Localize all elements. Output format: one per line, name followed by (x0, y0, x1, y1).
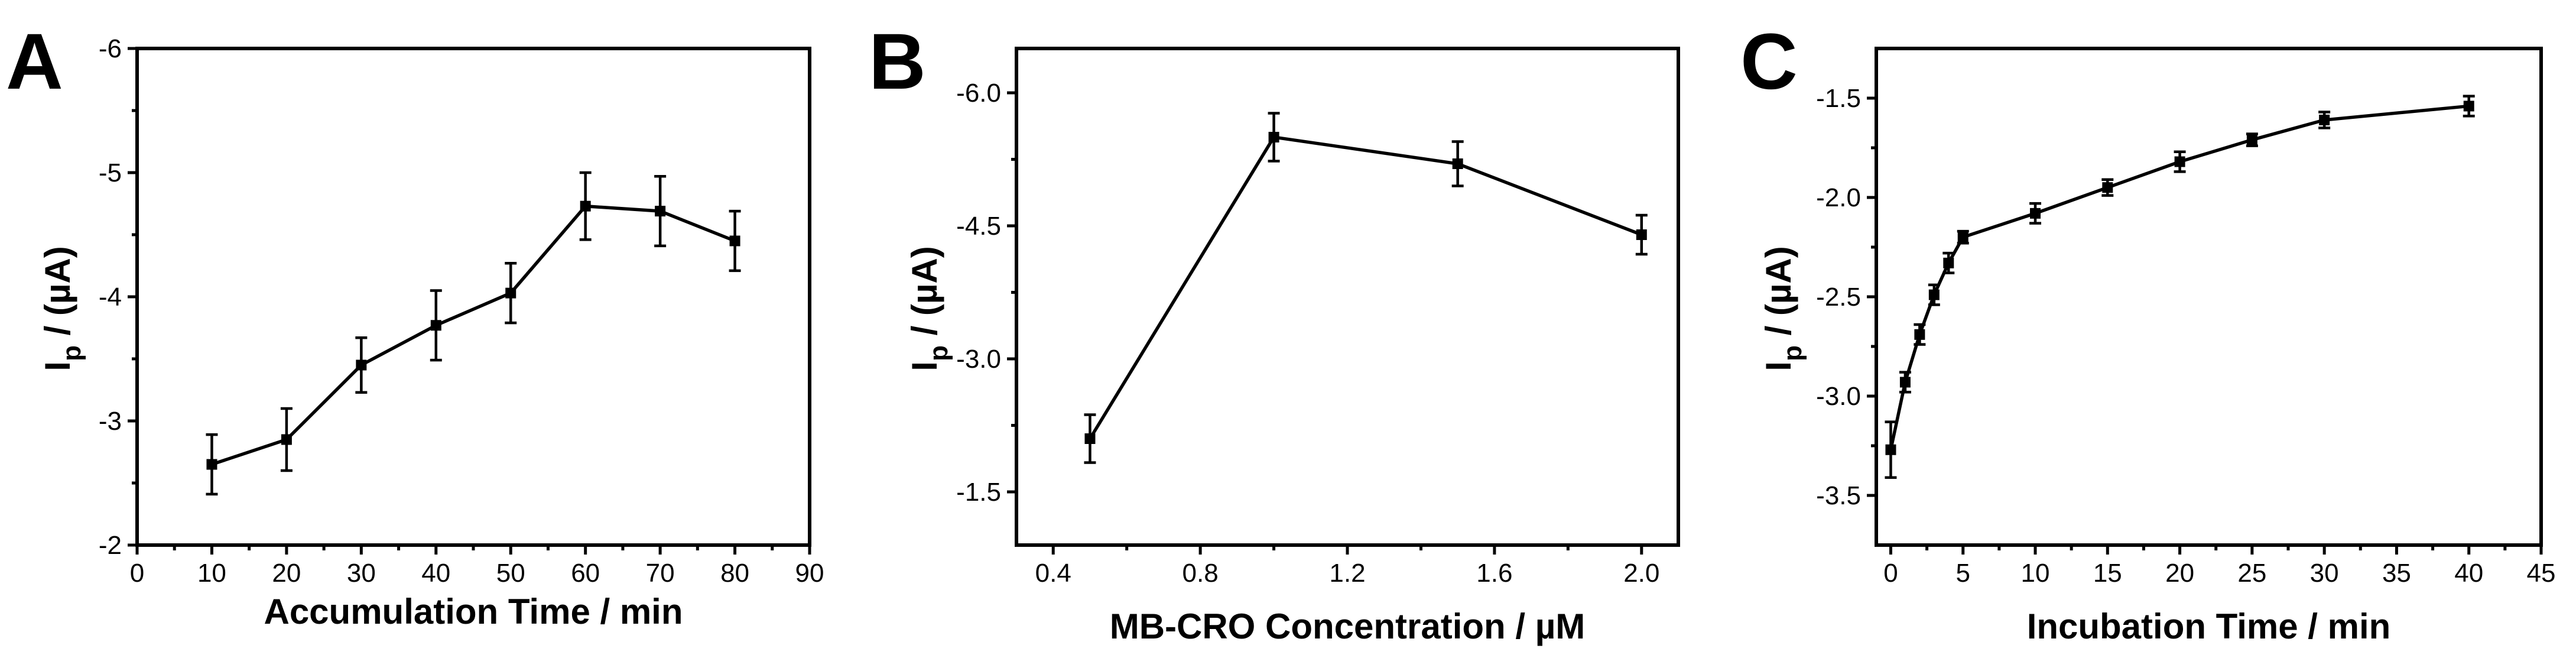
x-tick-label: 25 (2237, 559, 2266, 588)
panel-letter-a: A (6, 18, 63, 106)
y-tick-label: -4 (99, 283, 122, 312)
y-axis-title: Ip / (µA) (905, 246, 953, 371)
y-axis-title-main: I (1759, 361, 1798, 371)
x-tick-label: 30 (2310, 559, 2339, 588)
x-axis-title: MB-CRO Concentration / µM (1110, 607, 1586, 646)
y-tick-label: -3.5 (1816, 481, 1861, 510)
y-tick-label: -3.0 (1816, 382, 1861, 411)
y-axis-title: Ip / (µA) (1759, 246, 1807, 371)
y-tick-label: -3.0 (956, 345, 1001, 374)
data-point (206, 459, 217, 470)
data-point (1899, 377, 1911, 388)
data-point (580, 200, 591, 212)
data-point (1636, 229, 1647, 240)
x-tick-label: 40 (421, 559, 450, 588)
x-tick-label: 0.8 (1183, 559, 1219, 588)
x-tick-label: 10 (2021, 559, 2050, 588)
data-point (2463, 101, 2474, 112)
panel-letter-c: C (1740, 18, 1798, 106)
x-tick-label: 90 (795, 559, 824, 588)
y-axis-title-subscript: p (1778, 345, 1807, 361)
data-point (281, 434, 292, 445)
x-tick-label: 45 (2527, 559, 2556, 588)
x-tick-label: 80 (720, 559, 749, 588)
panel-c-plot: 0 5 10 15 20 25 30 35 40 45 -1.5 -2.0 -2.5 -3.0 -3.5 In… (1759, 47, 2556, 646)
data-point (655, 206, 666, 217)
x-tick-label: 20 (272, 559, 301, 588)
x-tick-label: 20 (2165, 559, 2194, 588)
series-line (1889, 104, 2469, 450)
x-tick-label: 40 (2454, 559, 2483, 588)
y-tick-label: -1.5 (1816, 84, 1861, 113)
panel-letter-b: B (869, 18, 926, 106)
x-axis-title: Incubation Time / min (2027, 607, 2391, 646)
plot-frame (1875, 47, 2543, 547)
y-tick-label: -6 (99, 34, 122, 63)
y-axis-title-unit: / (µA) (905, 246, 944, 345)
y-tick-label: -2.0 (1816, 183, 1861, 212)
x-tick-label: 15 (2093, 559, 2122, 588)
y-tick-label: -3 (99, 407, 122, 436)
series-line (211, 204, 736, 466)
data-point (1914, 329, 1925, 340)
data-point (1928, 289, 1940, 300)
data-point (729, 235, 740, 247)
y-tick-label: -2.5 (1816, 283, 1861, 312)
x-tick-label: 0 (130, 559, 144, 588)
x-tick-label: 50 (496, 559, 525, 588)
data-point (1957, 232, 1968, 243)
data-point (356, 359, 367, 371)
y-tick-label: -2 (99, 531, 122, 560)
x-tick-label: 30 (347, 559, 376, 588)
data-point (2246, 134, 2257, 145)
x-tick-label: 35 (2382, 559, 2411, 588)
y-tick-label: -1.5 (956, 478, 1001, 507)
data-point (2030, 208, 2041, 219)
data-point (2319, 114, 2330, 125)
panel-a-plot: 0 10 20 30 40 50 60 70 80 90 -6 -5 -4 -3 -2 Accumulatio… (38, 34, 824, 631)
y-axis-title: Ip / (µA) (38, 246, 86, 371)
plot-frame (1015, 47, 1680, 547)
x-tick-label: 5 (1955, 559, 1970, 588)
y-axis-title-main: I (38, 361, 77, 371)
x-tick-label: 70 (646, 559, 675, 588)
data-point (1452, 158, 1463, 169)
x-tick-label: 60 (571, 559, 600, 588)
x-tick-label: 0 (1883, 559, 1898, 588)
data-point (1084, 433, 1096, 444)
y-axis-title-unit: / (µA) (38, 246, 77, 345)
y-tick-label: -4.5 (956, 212, 1001, 241)
y-axis-title-subscript: p (57, 345, 86, 361)
y-tick-label: -5 (99, 158, 122, 187)
data-point (2102, 182, 2113, 193)
x-tick-label: 1.6 (1476, 559, 1512, 588)
x-tick-label: 10 (197, 559, 226, 588)
data-point (505, 287, 517, 299)
data-point (1268, 132, 1279, 142)
x-tick-label: 1.2 (1329, 559, 1365, 588)
panel-b-plot: 0.4 0.8 1.2 1.6 2.0 -6.0 -4.5 -3.0 -1.5 MB-CRO Co… (905, 47, 1680, 646)
x-axis-title: Accumulation Time / min (264, 592, 683, 631)
y-tick-label: -6.0 (956, 79, 1001, 108)
data-point (430, 320, 441, 331)
data-point (1885, 444, 1896, 455)
series-line (1089, 135, 1642, 440)
data-point (2174, 156, 2185, 167)
plot-frame (135, 47, 811, 547)
y-axis-title-main: I (905, 361, 944, 371)
y-axis-title-subscript: p (924, 345, 953, 361)
y-axis-title-unit: / (µA) (1759, 246, 1798, 345)
x-tick-label: 2.0 (1623, 559, 1659, 588)
data-point (1943, 257, 1954, 268)
x-tick-label: 0.4 (1035, 559, 1071, 588)
